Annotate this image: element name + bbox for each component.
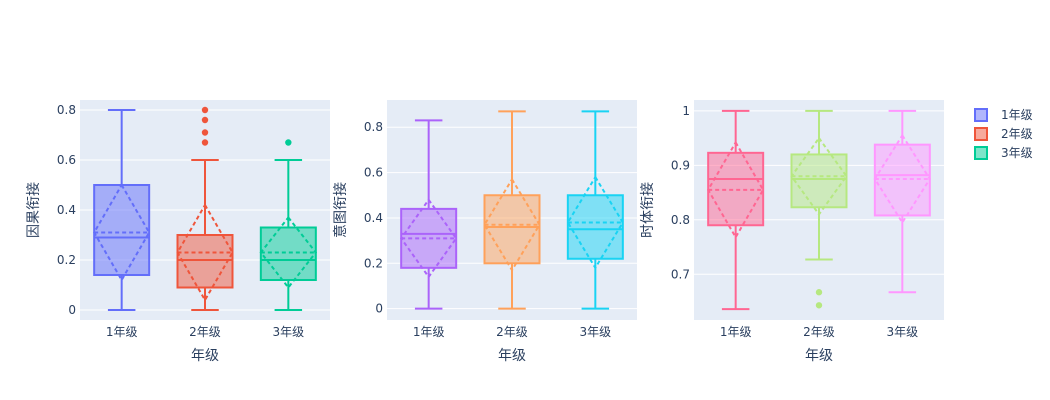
x-axis-title: 年级 bbox=[805, 348, 833, 364]
sd-diamond bbox=[707, 140, 765, 240]
legend-label: 3年级 bbox=[1001, 146, 1033, 160]
y-tick-label: 0 bbox=[68, 303, 76, 317]
iqr-box bbox=[93, 184, 151, 276]
box-3年级[interactable] bbox=[873, 109, 932, 294]
legend-label: 2年级 bbox=[1001, 127, 1033, 141]
box-3年级[interactable] bbox=[259, 139, 318, 311]
y-tick-label: 0.6 bbox=[364, 166, 383, 180]
y-axis-title: 意图衔接 bbox=[332, 182, 349, 238]
sd-diamond bbox=[873, 133, 932, 225]
legend-item[interactable]: 2年级 bbox=[974, 127, 1033, 141]
x-tick-label: 1年级 bbox=[413, 325, 445, 339]
y-tick-label: 0.2 bbox=[57, 253, 76, 267]
sd-diamond bbox=[176, 203, 234, 302]
sd-diamond bbox=[259, 215, 318, 290]
x-tick-label: 3年级 bbox=[580, 325, 612, 339]
sd-diamond bbox=[93, 183, 151, 282]
legend-swatch bbox=[974, 127, 988, 141]
box-1年级[interactable] bbox=[707, 109, 765, 311]
y-tick-label: 0.8 bbox=[671, 213, 690, 227]
box-2年级[interactable] bbox=[790, 109, 848, 309]
y-tick-label: 0.2 bbox=[364, 256, 383, 270]
y-axis-title: 时体衔接 bbox=[639, 182, 656, 238]
sd-diamond bbox=[790, 136, 848, 217]
y-tick-label: 0.7 bbox=[671, 267, 690, 281]
legend-label: 1年级 bbox=[1001, 108, 1033, 122]
y-tick-label: 0.9 bbox=[671, 158, 690, 172]
legend-item[interactable]: 1年级 bbox=[974, 108, 1033, 122]
x-tick-label: 3年级 bbox=[273, 325, 305, 339]
box-1年级[interactable] bbox=[93, 109, 151, 311]
box-2年级[interactable] bbox=[483, 110, 541, 310]
box-2年级[interactable] bbox=[176, 106, 234, 311]
legend: 1年级 2年级 3年级 bbox=[974, 108, 1033, 160]
iqr-box bbox=[176, 234, 234, 289]
x-axis-title: 年级 bbox=[191, 348, 219, 364]
iqr-box bbox=[259, 226, 317, 281]
legend-item[interactable]: 3年级 bbox=[974, 146, 1033, 160]
outlier-point[interactable] bbox=[201, 106, 209, 114]
y-tick-label: 1 bbox=[682, 104, 690, 118]
iqr-box bbox=[873, 143, 931, 217]
legend-swatch bbox=[974, 108, 988, 122]
outlier-point[interactable] bbox=[201, 129, 209, 136]
x-tick-label: 3年级 bbox=[887, 325, 919, 339]
outlier-point[interactable] bbox=[285, 139, 292, 146]
x-tick-label: 1年级 bbox=[106, 325, 138, 339]
outlier-point[interactable] bbox=[815, 289, 823, 296]
outlier-point[interactable] bbox=[815, 302, 823, 309]
iqr-box bbox=[483, 194, 541, 265]
y-axis-title: 因果衔接 bbox=[25, 182, 42, 238]
y-tick-label: 0.8 bbox=[57, 103, 76, 117]
sd-diamond bbox=[566, 175, 625, 270]
sd-diamond bbox=[399, 198, 458, 279]
outlier-point[interactable] bbox=[201, 116, 209, 124]
iqr-box bbox=[790, 153, 848, 209]
outlier-point[interactable] bbox=[201, 139, 209, 146]
y-tick-label: 0 bbox=[375, 302, 383, 316]
x-tick-label: 2年级 bbox=[803, 325, 835, 339]
x-tick-label: 2年级 bbox=[496, 325, 528, 339]
y-tick-label: 0.6 bbox=[57, 153, 76, 167]
y-tick-label: 0.4 bbox=[364, 211, 383, 225]
x-tick-label: 2年级 bbox=[189, 325, 221, 339]
box-3年级[interactable] bbox=[566, 110, 625, 310]
y-tick-label: 0.8 bbox=[364, 120, 383, 134]
iqr-box bbox=[566, 194, 624, 260]
y-tick-label: 0.4 bbox=[57, 203, 76, 217]
box-1年级[interactable] bbox=[399, 119, 458, 310]
legend-swatch bbox=[974, 146, 988, 160]
sd-diamond bbox=[483, 177, 541, 273]
x-axis-title: 年级 bbox=[498, 348, 526, 364]
x-tick-label: 1年级 bbox=[720, 325, 752, 339]
